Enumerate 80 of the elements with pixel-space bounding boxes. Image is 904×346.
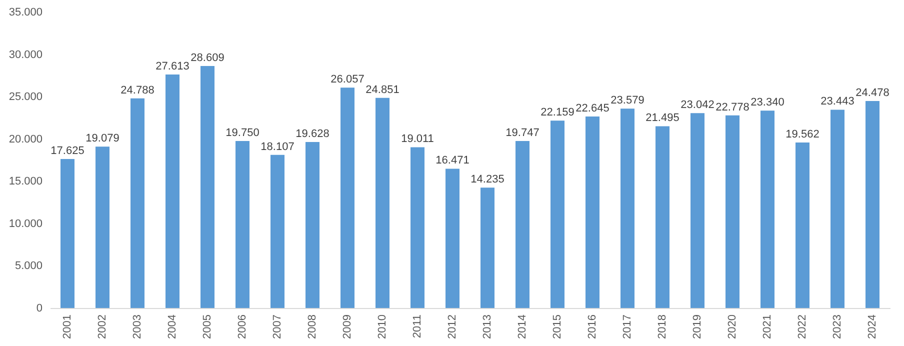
data-label: 24.788 <box>120 84 154 96</box>
y-tick-label: 30.000 <box>8 48 42 61</box>
bar <box>306 142 320 308</box>
x-tick-label: 2022 <box>796 314 808 339</box>
data-label: 22.159 <box>540 106 574 119</box>
bar <box>620 108 634 308</box>
bar <box>376 98 390 308</box>
bar <box>866 100 880 308</box>
data-label: 21.495 <box>646 112 680 124</box>
bar <box>130 98 144 308</box>
y-tick-label: 15.000 <box>8 176 42 188</box>
data-label: 18.107 <box>260 140 294 153</box>
bar <box>60 158 74 308</box>
data-label: 26.057 <box>330 74 364 86</box>
data-label: 19.562 <box>786 128 820 141</box>
x-tick-label: 2023 <box>832 314 844 339</box>
data-label: 19.011 <box>401 133 434 146</box>
data-label: 19.628 <box>296 128 330 140</box>
data-label: 19.747 <box>506 126 540 139</box>
bar <box>410 147 424 308</box>
data-label: 23.579 <box>610 94 644 107</box>
bar <box>690 113 704 308</box>
data-label: 23.042 <box>680 99 714 112</box>
bar <box>796 142 810 308</box>
x-tick-label: 2007 <box>272 314 284 339</box>
bar <box>96 146 110 308</box>
y-tick-label: 10.000 <box>8 218 42 230</box>
x-tick-label: 2021 <box>762 314 774 339</box>
bar <box>236 140 250 308</box>
x-tick-label: 2011 <box>412 314 424 338</box>
x-tick-label: 2013 <box>482 314 494 339</box>
bar <box>446 168 460 308</box>
bar <box>480 188 494 308</box>
bar <box>830 110 844 308</box>
data-label: 19.079 <box>86 132 120 145</box>
data-label: 24.478 <box>856 86 890 99</box>
data-label: 22.645 <box>576 102 610 114</box>
bar <box>726 115 740 308</box>
bar <box>516 140 530 308</box>
bar <box>340 88 354 308</box>
data-label: 27.613 <box>156 60 190 72</box>
x-tick-label: 2006 <box>236 314 248 339</box>
x-tick-label: 2005 <box>202 314 214 339</box>
x-tick-label: 2017 <box>622 314 634 339</box>
bar <box>760 110 774 308</box>
bar <box>166 74 180 308</box>
x-tick-label: 2014 <box>516 314 528 339</box>
bar <box>586 116 600 308</box>
x-tick-label: 2009 <box>342 314 354 339</box>
data-label: 14.235 <box>470 174 504 186</box>
data-label: 28.609 <box>190 52 224 64</box>
data-label: 17.625 <box>50 144 84 157</box>
y-tick-label: 25.000 <box>8 91 42 104</box>
y-tick-label: 35.000 <box>8 6 42 18</box>
x-tick-label: 2003 <box>132 314 144 339</box>
x-tick-label: 2018 <box>656 314 668 339</box>
data-label: 23.443 <box>820 96 854 108</box>
x-tick-label: 2024 <box>866 314 878 339</box>
data-label: 16.471 <box>436 154 470 167</box>
y-tick-label: 20.000 <box>8 133 42 146</box>
x-tick-label: 2004 <box>166 314 178 339</box>
x-tick-label: 2020 <box>726 314 738 339</box>
data-label: 24.851 <box>366 84 400 96</box>
x-tick-label: 2012 <box>446 314 458 339</box>
data-label: 19.750 <box>226 126 260 139</box>
x-tick-label: 2008 <box>306 314 318 339</box>
y-tick-label: 5.000 <box>14 260 42 272</box>
x-tick-label: 2016 <box>586 314 598 339</box>
data-label: 23.340 <box>750 96 784 109</box>
bar <box>270 154 284 308</box>
bar <box>550 120 564 308</box>
y-tick-label: 0 <box>36 302 42 314</box>
x-tick-label: 2015 <box>552 314 564 339</box>
data-label: 22.778 <box>716 101 750 114</box>
x-tick-label: 2001 <box>62 314 74 339</box>
x-tick-label: 2019 <box>692 314 704 339</box>
x-tick-label: 2010 <box>376 314 388 339</box>
bar <box>656 126 670 308</box>
x-tick-label: 2002 <box>96 314 108 339</box>
bar <box>200 66 214 308</box>
